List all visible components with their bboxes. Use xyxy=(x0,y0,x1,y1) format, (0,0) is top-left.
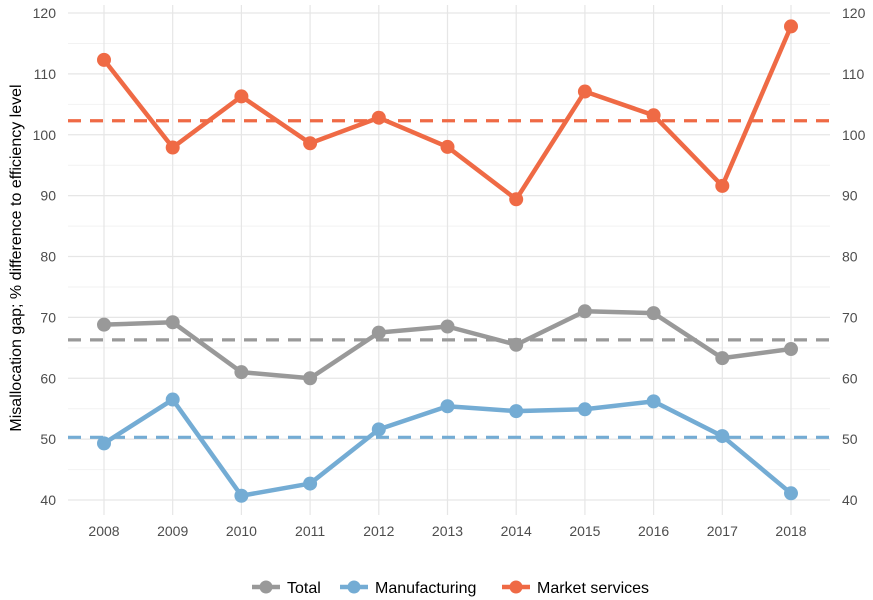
x-tick-label: 2015 xyxy=(569,523,600,539)
x-tick-label: 2012 xyxy=(363,523,394,539)
data-point-manufacturing xyxy=(646,394,661,409)
data-point-market-services xyxy=(97,52,111,67)
data-point-market-services xyxy=(165,140,180,155)
y-tick-label-right: 40 xyxy=(842,492,858,508)
legend-item-total: Total xyxy=(252,580,321,597)
data-point-total xyxy=(577,304,592,319)
y-tick-label-left: 100 xyxy=(33,127,57,143)
data-point-total xyxy=(509,337,524,352)
legend-item-manufacturing: Manufacturing xyxy=(340,580,476,597)
data-point-manufacturing xyxy=(784,486,798,501)
legend-key-point xyxy=(509,580,523,594)
data-point-manufacturing xyxy=(165,392,180,407)
data-point-total xyxy=(165,315,180,330)
series-total xyxy=(97,304,798,386)
y-tick-label-right: 80 xyxy=(842,249,858,265)
y-tick-label-right: 50 xyxy=(842,431,858,447)
x-tick-label: 2009 xyxy=(157,523,188,539)
y-tick-label-left: 90 xyxy=(40,188,56,204)
data-point-total xyxy=(646,306,661,321)
y-tick-label-left: 120 xyxy=(33,5,57,21)
y-tick-label-right: 110 xyxy=(842,66,865,82)
y-tick-label-left: 60 xyxy=(40,370,56,386)
data-point-total xyxy=(97,317,111,332)
x-tick-label: 2016 xyxy=(638,523,669,539)
data-point-total xyxy=(371,325,386,340)
x-tick-label: 2017 xyxy=(707,523,738,539)
data-point-market-services xyxy=(371,110,386,125)
y-tick-label-right: 90 xyxy=(842,188,858,204)
y-tick-label-right: 70 xyxy=(842,309,858,325)
legend: Total Manufacturing Market services xyxy=(252,580,649,597)
series-layer xyxy=(97,19,798,503)
data-point-market-services xyxy=(646,108,661,123)
y-tick-label-right: 120 xyxy=(842,5,866,21)
x-tick-label: 2014 xyxy=(501,523,532,539)
x-tick-label: 2013 xyxy=(432,523,463,539)
x-tick-label: 2008 xyxy=(88,523,119,539)
legend-key-point xyxy=(347,580,361,594)
data-point-manufacturing xyxy=(509,404,524,419)
x-tick-label: 2010 xyxy=(226,523,257,539)
grid-layer xyxy=(68,5,830,515)
legend-item-market-services: Market services xyxy=(502,580,649,597)
y-tick-label-left: 70 xyxy=(40,309,56,325)
x-tick-label: 2018 xyxy=(775,523,806,539)
legend-label: Total xyxy=(287,580,321,597)
y-tick-label-left: 50 xyxy=(40,431,56,447)
y-tick-label-right: 100 xyxy=(842,127,866,143)
legend-key-point xyxy=(259,580,273,594)
data-point-total xyxy=(303,371,318,386)
axis-layer: 40 40 50 50 60 60 70 70 80 80 90 90 100 100 110 110 120 1… xyxy=(8,5,866,539)
data-point-total xyxy=(234,365,249,380)
series-market-services xyxy=(97,19,798,207)
y-tick-label-left: 40 xyxy=(40,492,56,508)
y-axis-title: Misallocation gap; % difference to effic… xyxy=(8,84,25,431)
data-point-market-services xyxy=(509,192,524,207)
data-point-market-services xyxy=(784,19,798,34)
data-point-market-services xyxy=(234,89,249,104)
data-point-market-services xyxy=(577,84,592,99)
data-point-manufacturing xyxy=(234,488,249,503)
data-point-market-services xyxy=(440,139,455,154)
data-point-manufacturing xyxy=(715,429,730,444)
data-point-market-services xyxy=(715,178,730,193)
y-tick-label-left: 80 xyxy=(40,249,56,265)
series-manufacturing xyxy=(97,392,798,503)
data-point-market-services xyxy=(303,136,318,151)
data-point-manufacturing xyxy=(97,436,111,451)
legend-label: Manufacturing xyxy=(375,580,476,597)
data-point-total xyxy=(440,319,455,334)
average-lines-layer xyxy=(68,119,830,439)
data-point-manufacturing xyxy=(577,402,592,417)
data-point-manufacturing xyxy=(371,422,386,437)
data-point-manufacturing xyxy=(303,476,318,491)
data-point-total xyxy=(784,342,798,357)
legend-label: Market services xyxy=(537,580,649,597)
y-tick-label-right: 60 xyxy=(842,370,858,386)
x-tick-label: 2011 xyxy=(295,523,325,539)
y-tick-label-left: 110 xyxy=(34,66,57,82)
data-point-manufacturing xyxy=(440,399,455,414)
data-point-total xyxy=(715,351,730,366)
